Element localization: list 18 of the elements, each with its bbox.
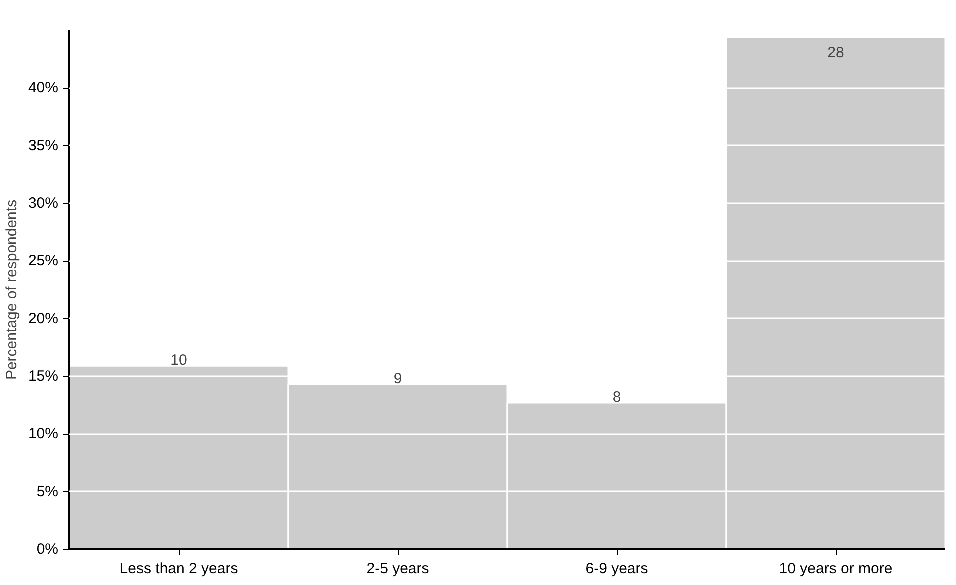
- y-tick-label: 35%: [28, 137, 59, 154]
- x-tick-label: 6-9 years: [586, 560, 648, 578]
- y-tick-label: 20%: [28, 310, 59, 328]
- x-tick-label: 10 years or more: [779, 560, 893, 578]
- y-tick-label: 5%: [36, 483, 59, 500]
- y-tick-label: 10%: [28, 426, 59, 443]
- y-tick-label: 40%: [28, 80, 59, 97]
- annotation: 10: [170, 352, 188, 370]
- x-tick-label: Less than 2 years: [120, 560, 238, 578]
- y-tick-label: 0%: [36, 541, 59, 558]
- annotation: 28: [828, 44, 844, 62]
- y-tick-label: 30%: [28, 195, 59, 212]
- annotation: 8: [612, 389, 622, 406]
- y-axis-title: Percentage of respondents: [3, 200, 20, 380]
- x-tick-label: 2-5 years: [366, 560, 430, 578]
- y-tick-label: 15%: [28, 368, 59, 385]
- y-tick-label: 25%: [28, 252, 59, 270]
- annotation: 9: [394, 370, 402, 388]
